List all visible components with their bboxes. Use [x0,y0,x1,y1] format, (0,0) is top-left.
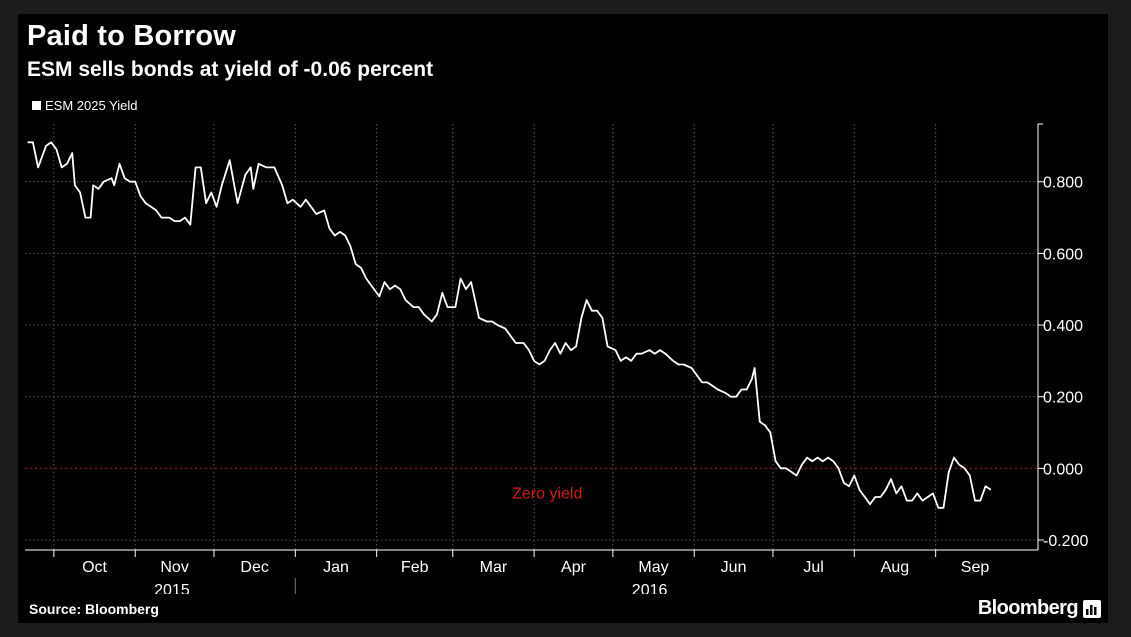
x-tick-label: Dec [240,559,268,576]
zero-yield-annotation: Zero yield [512,485,582,502]
legend: ESM 2025 Yield [32,98,138,113]
legend-swatch [32,101,41,110]
x-tick-label: Sep [961,559,990,576]
y-tick-label: -0.200 [1043,533,1088,550]
x-tick-label: Apr [561,559,587,576]
y-tick-label: 0.200 [1043,390,1083,407]
y-tick-label: 0.800 [1043,175,1083,192]
brand-name: Bloomberg [977,597,1079,619]
legend-label: ESM 2025 Yield [45,98,138,113]
x-tick-label: Aug [881,559,909,576]
y-tick-label: 0.400 [1043,318,1083,335]
x-tick-label: Jul [803,559,823,576]
x-year-label: 2015 [154,582,190,594]
x-year-label: 2016 [632,582,668,594]
source-note: Source: Bloomberg [29,601,159,617]
bar-chart-icon [1083,599,1101,618]
y-tick-label: 0.000 [1043,461,1083,478]
x-tick-label: May [638,559,668,576]
chart-frame: Paid to Borrow ESM sells bonds at yield … [18,14,1108,623]
x-tick-label: Oct [82,559,107,576]
x-tick-label: Jun [721,559,747,576]
bloomberg-logo: Bloomberg [978,597,1104,620]
chart-title: Paid to Borrow [27,20,237,52]
x-tick-label: Jan [323,559,349,576]
x-tick-label: Mar [480,559,508,576]
y-tick-label: 0.600 [1043,246,1083,263]
chart-subtitle: ESM sells bonds at yield of -0.06 percen… [27,58,434,81]
x-tick-label: Nov [160,559,188,576]
series-line-esm-2025-yield [27,141,992,509]
line-chart: Oct Nov Dec Jan Feb Mar Apr May Jun Jul Aug Sep 2015… [25,123,1088,594]
x-tick-label: Feb [401,559,429,576]
